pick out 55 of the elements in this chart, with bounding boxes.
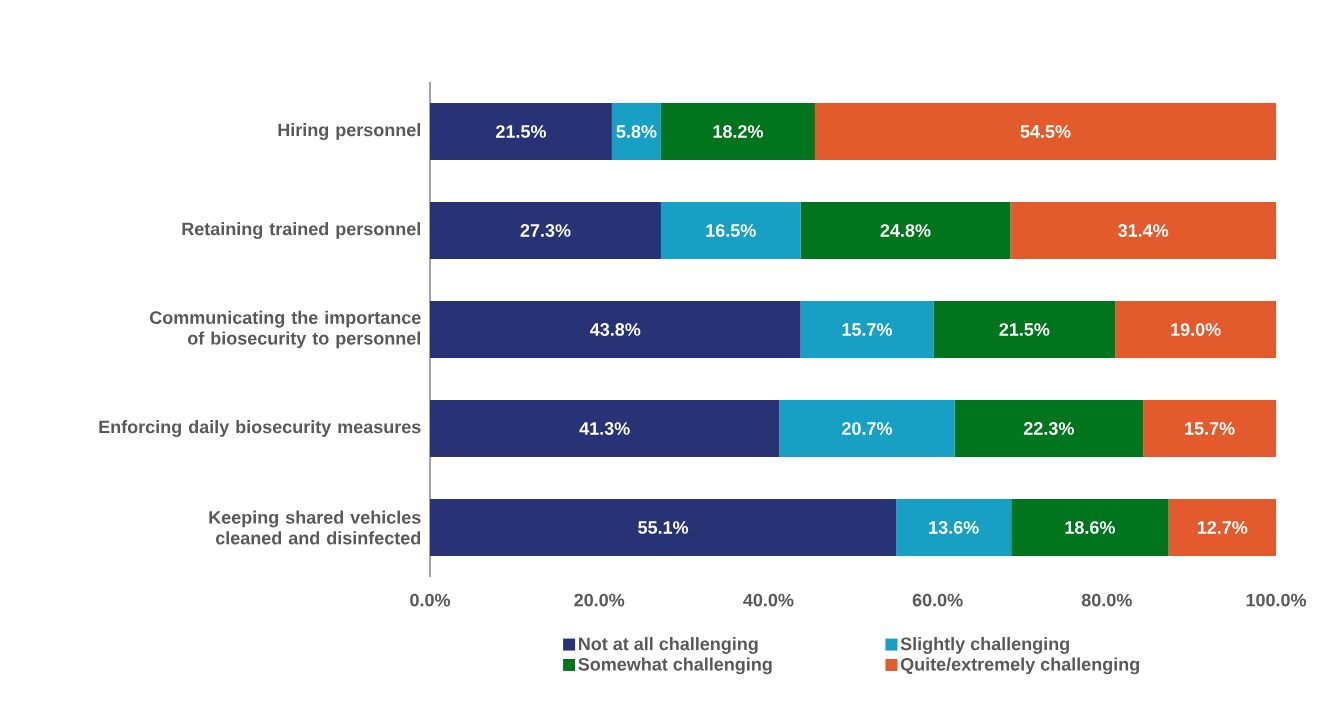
data-label: 54.5% — [1020, 125, 1071, 138]
data-label: 12.7% — [1197, 521, 1248, 534]
bar — [896, 499, 1012, 557]
data-label: 41.3% — [579, 422, 630, 435]
x-tick-label: 60.0% — [912, 593, 963, 607]
data-label: 18.2% — [713, 125, 763, 138]
bar — [800, 301, 934, 359]
y-tick-label: Communicating the importance of biosecurity to personnel — [150, 310, 421, 349]
y-tick-label: Keeping shared vehicles cleaned and disinfected — [209, 510, 421, 545]
bar — [611, 103, 661, 161]
bar — [430, 103, 612, 161]
x-tick-label: 100.0% — [1246, 593, 1307, 607]
legend-label: Slightly challenging — [900, 637, 1069, 654]
data-label: 5.8% — [616, 125, 657, 138]
y-tick-label: Hiring personnel — [278, 123, 421, 140]
data-label: 55.1% — [638, 521, 689, 534]
y-tick-label: Retaining trained personnel — [182, 222, 420, 239]
data-label: 43.8% — [590, 323, 641, 336]
data-label: 15.7% — [1185, 422, 1235, 435]
x-tick-label: 20.0% — [574, 593, 625, 607]
bar — [430, 202, 661, 260]
data-label: 24.8% — [880, 224, 931, 237]
x-tick-label: 80.0% — [1081, 593, 1132, 607]
bar — [814, 103, 1276, 161]
bar — [954, 400, 1144, 458]
bar — [1168, 499, 1276, 557]
bar — [933, 301, 1116, 359]
bar — [660, 103, 815, 161]
data-label: 19.0% — [1171, 323, 1221, 336]
bar — [1011, 499, 1169, 557]
bar — [1143, 400, 1276, 458]
data-label: 21.5% — [496, 125, 546, 138]
data-label: 21.5% — [999, 323, 1050, 336]
bar — [779, 400, 955, 458]
data-label: 22.3% — [1023, 422, 1074, 435]
bar — [800, 202, 1011, 260]
data-label: 16.5% — [706, 224, 756, 237]
bar — [660, 202, 801, 260]
bar — [430, 400, 780, 458]
data-label: 18.6% — [1065, 521, 1115, 534]
bar — [430, 301, 801, 359]
legend-label: Somewhat challenging — [578, 657, 772, 675]
bar — [430, 499, 897, 557]
data-label: 20.7% — [842, 422, 893, 435]
x-tick-label: 0.0% — [410, 593, 451, 607]
data-label: 31.4% — [1118, 224, 1169, 237]
y-tick-label: Enforcing daily biosecurity measures — [99, 420, 421, 437]
x-tick-label: 40.0% — [743, 593, 794, 607]
legend-label: Quite/extremely challenging — [900, 657, 1139, 675]
bar — [1010, 202, 1276, 260]
bar — [1115, 301, 1276, 359]
legend-label: Not at all challenging — [579, 637, 758, 654]
data-label: 27.3% — [520, 224, 571, 237]
data-label: 15.7% — [842, 323, 893, 336]
data-label: 13.6% — [929, 521, 979, 534]
